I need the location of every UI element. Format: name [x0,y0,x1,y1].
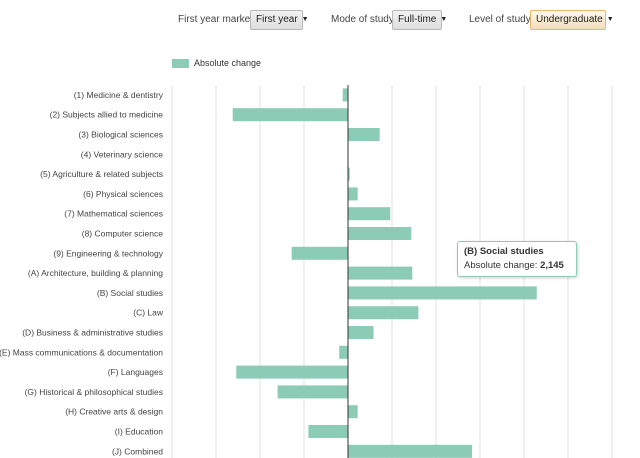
category-label: (G) Historical & philosophical studies [25,387,163,397]
bar [277,385,348,399]
bar [348,207,391,221]
category-label: (8) Computer science [82,229,164,239]
tooltip-line: Absolute change: 2,145 [464,259,570,273]
category-label: (6) Physical sciences [83,189,163,199]
bar [348,128,380,141]
level-of-study-value: Undergraduate [536,14,603,25]
chevron-down-icon: ▼ [301,16,309,23]
chart-tooltip: (B) Social studies Absolute change: 2,14… [457,241,577,277]
bar [232,108,348,122]
chevron-down-icon: ▼ [440,16,448,23]
category-label: (H) Creative arts & design [65,407,163,417]
bar [348,306,419,320]
bar [342,88,348,102]
first-year-marker-value: First year [256,14,298,25]
tooltip-metric: Absolute change: [464,260,538,271]
bar [348,227,412,240]
legend-entry: Absolute change [194,58,262,68]
category-label: (7) Mathematical sciences [64,209,163,219]
bar [348,326,374,339]
tooltip-title: (B) Social studies [464,246,544,257]
bar [348,187,358,201]
bar [236,365,348,379]
mode-of-study-value: Full-time [398,14,437,25]
chevron-down-icon: ▼ [606,16,614,23]
category-label: (F) Languages [108,367,163,377]
category-label: (E) Mass communications & documentation [0,347,163,357]
bar [308,425,348,438]
mode-of-study-label: Mode of study [331,14,394,25]
category-label: (9) Engineering & technology [53,248,163,258]
category-label: (4) Veterinary science [81,149,163,159]
bar [348,405,358,419]
bar [339,345,348,359]
category-label: (1) Medicine & dentistry [74,90,164,100]
category-label: (3) Biological sciences [78,130,163,140]
category-label: (D) Business & administrative studies [22,328,163,338]
tooltip-value: 2,145 [540,260,564,271]
first-year-marker-dropdown[interactable]: First year ▼ [250,10,309,30]
category-label: (B) Social studies [97,288,163,298]
bar [291,246,348,260]
first-year-marker-label: First year marker [178,14,254,25]
bar [348,286,537,300]
mode-of-study-dropdown[interactable]: Full-time ▼ [392,10,447,30]
level-of-study-label: Level of study [469,14,531,25]
bar [348,167,350,181]
category-label: (C) Law [133,308,164,318]
category-label: (A) Architecture, building & planning [28,268,163,278]
legend-swatch [172,59,189,68]
category-label: (2) Subjects allied to medicine [50,110,164,120]
bar [348,444,473,458]
bar [348,266,413,280]
level-of-study-dropdown[interactable]: Undergraduate ▼ [530,10,614,30]
category-label: (J) Combined [112,446,163,456]
category-label: (5) Agriculture & related subjects [40,169,163,179]
category-label: (I) Education [115,427,163,437]
